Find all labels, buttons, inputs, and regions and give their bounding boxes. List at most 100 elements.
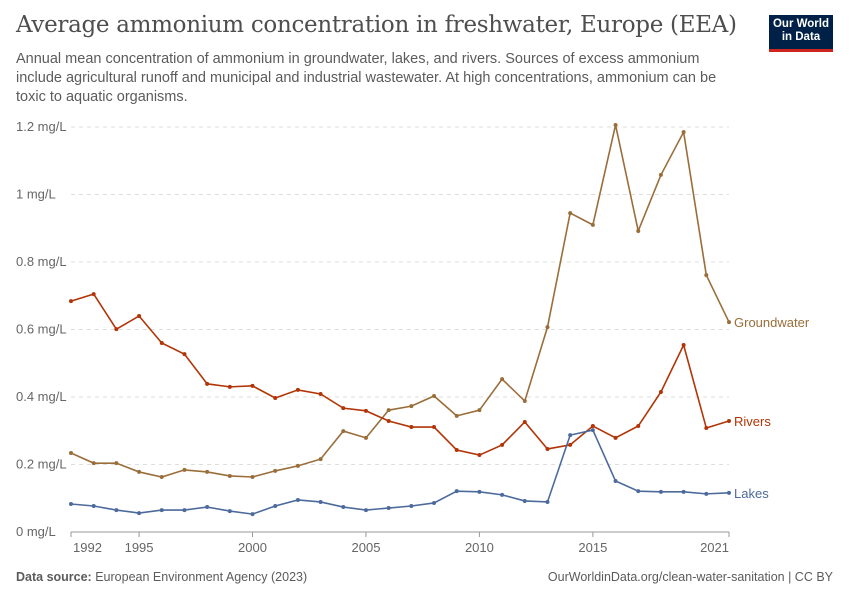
series-line-lakes — [70, 429, 730, 515]
data-point-rivers — [568, 442, 573, 447]
data-point-rivers — [613, 435, 618, 440]
y-tick-label: 1.2 mg/L — [16, 119, 67, 134]
data-point-lakes — [613, 479, 618, 484]
y-tick-label: 0.6 mg/L — [16, 322, 67, 337]
data-point-rivers — [386, 418, 391, 423]
series-line-groundwater — [70, 124, 730, 478]
footer-link[interactable]: OurWorldinData.org/clean-water-sanitatio… — [547, 570, 833, 584]
data-point-lakes — [727, 490, 731, 495]
data-point-lakes — [454, 489, 459, 494]
data-point-groundwater — [386, 408, 391, 413]
series-label-groundwater: Groundwater — [734, 315, 810, 330]
data-point-lakes — [477, 489, 482, 494]
data-point-lakes — [704, 491, 709, 496]
data-point-groundwater — [318, 457, 323, 462]
data-point-groundwater — [568, 211, 573, 216]
data-point-groundwater — [69, 451, 73, 456]
data-point-rivers — [363, 408, 368, 413]
data-source: Data source: European Environment Agency… — [16, 570, 307, 584]
data-point-lakes — [91, 504, 96, 509]
x-tick-label: 1992 — [73, 540, 102, 555]
data-point-lakes — [341, 505, 346, 510]
data-point-groundwater — [727, 320, 731, 325]
data-point-rivers — [545, 446, 550, 451]
data-point-rivers — [500, 442, 505, 447]
data-point-rivers — [91, 292, 96, 297]
data-point-groundwater — [159, 474, 164, 479]
y-tick-label: 0.8 mg/L — [16, 254, 67, 269]
y-tick-label: 0 mg/L — [16, 524, 56, 539]
y-tick-label: 0.2 mg/L — [16, 457, 67, 472]
y-tick-label: 0.4 mg/L — [16, 389, 67, 404]
chart-title: Average ammonium concentration in freshw… — [16, 12, 737, 38]
data-point-rivers — [273, 396, 278, 401]
data-point-rivers — [295, 387, 300, 392]
data-point-groundwater — [681, 130, 686, 135]
data-point-lakes — [590, 428, 595, 433]
data-point-lakes — [363, 508, 368, 513]
data-point-groundwater — [205, 469, 210, 474]
data-point-lakes — [159, 508, 164, 513]
data-point-groundwater — [182, 467, 187, 472]
series-label-rivers: Rivers — [734, 414, 771, 429]
data-point-rivers — [590, 424, 595, 429]
data-point-groundwater — [590, 222, 595, 227]
data-point-rivers — [522, 419, 527, 424]
data-point-groundwater — [295, 463, 300, 468]
logo-line2: in Data — [781, 31, 821, 43]
data-point-groundwater — [363, 435, 368, 440]
x-tick-label: 2015 — [578, 540, 607, 555]
series-label-lakes: Lakes — [734, 486, 769, 501]
data-point-rivers — [658, 389, 663, 394]
data-point-rivers — [409, 425, 414, 430]
data-point-groundwater — [477, 408, 482, 413]
data-point-groundwater — [273, 468, 278, 473]
data-point-rivers — [69, 299, 73, 304]
data-point-groundwater — [658, 172, 663, 177]
data-point-rivers — [137, 314, 142, 318]
chart-subtitle: Annual mean concentration of ammonium in… — [16, 51, 717, 105]
series-line-rivers — [70, 293, 730, 456]
data-point-lakes — [137, 511, 142, 516]
source-label: Data source: — [16, 570, 92, 584]
data-point-lakes — [545, 499, 550, 504]
data-point-lakes — [522, 498, 527, 503]
data-point-lakes — [409, 504, 414, 509]
data-point-groundwater — [522, 399, 527, 404]
data-point-rivers — [318, 391, 323, 396]
data-point-rivers — [341, 406, 346, 411]
data-point-rivers — [205, 381, 210, 386]
data-point-rivers — [636, 424, 641, 429]
data-point-groundwater — [91, 461, 96, 466]
data-point-rivers — [182, 352, 187, 357]
owid-logo[interactable]: Our World in Data — [769, 15, 833, 52]
data-point-groundwater — [613, 122, 618, 127]
data-point-rivers — [159, 341, 164, 345]
data-point-rivers — [454, 447, 459, 452]
data-point-groundwater — [500, 377, 505, 382]
data-point-rivers — [432, 425, 437, 430]
data-point-lakes — [227, 509, 232, 514]
logo-line1: Our World — [772, 18, 829, 30]
x-tick-label: 2010 — [465, 540, 494, 555]
y-tick-label: 1 mg/L — [16, 187, 56, 202]
data-point-groundwater — [227, 473, 232, 478]
data-point-lakes — [658, 489, 663, 494]
data-point-groundwater — [409, 404, 414, 409]
source-text: European Environment Agency (2023) — [95, 570, 308, 584]
data-point-rivers — [114, 327, 119, 332]
data-point-lakes — [568, 433, 573, 438]
data-point-rivers — [227, 384, 232, 389]
data-point-groundwater — [250, 474, 255, 479]
data-point-lakes — [273, 504, 278, 509]
data-point-lakes — [250, 512, 255, 517]
data-point-groundwater — [432, 393, 437, 398]
data-point-lakes — [681, 489, 686, 494]
x-tick-label: 1995 — [125, 540, 154, 555]
data-point-lakes — [318, 499, 323, 504]
data-point-groundwater — [114, 461, 119, 466]
data-point-lakes — [636, 489, 641, 494]
data-point-lakes — [182, 508, 187, 513]
